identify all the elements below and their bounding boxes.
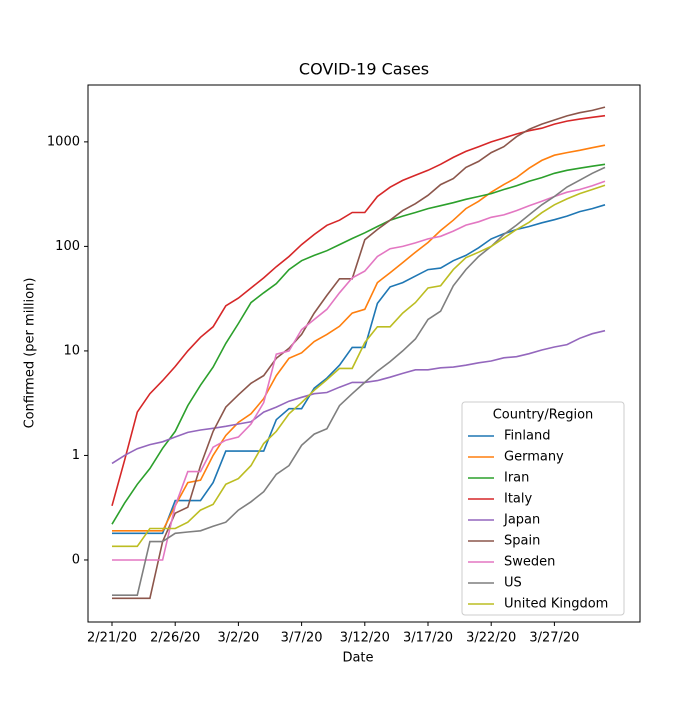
- x-tick-label: 3/22/20: [466, 631, 516, 646]
- legend-label: Finland: [504, 429, 550, 444]
- series-line: [112, 184, 606, 548]
- y-tick-label: 10: [63, 343, 80, 358]
- legend-label: Germany: [504, 450, 564, 465]
- series-line: [112, 180, 606, 561]
- x-tick-label: 3/2/20: [217, 631, 259, 646]
- series-line: [112, 106, 606, 600]
- x-tick-label: 3/27/20: [529, 631, 579, 646]
- axes-frame: [87, 84, 641, 623]
- y-tick-label: 100: [55, 239, 80, 254]
- x-tick-label: 3/12/20: [340, 631, 390, 646]
- legend-label: United Kingdom: [504, 597, 608, 612]
- legend-label: Iran: [504, 471, 529, 486]
- y-tick-label: 1000: [47, 134, 80, 149]
- y-tick-label: 1: [72, 448, 80, 463]
- x-tick-label: 2/21/20: [87, 631, 137, 646]
- legend-label: Japan: [503, 513, 540, 528]
- series-line: [112, 166, 606, 596]
- series-line: [112, 144, 606, 532]
- x-tick-label: 3/17/20: [403, 631, 453, 646]
- legend-box: [461, 401, 625, 616]
- x-axis-label: Date: [342, 651, 373, 666]
- legend-label: Italy: [504, 492, 533, 507]
- y-tick-label: 0: [72, 552, 80, 567]
- legend-label: Sweden: [504, 555, 555, 570]
- x-tick-label: 3/7/20: [281, 631, 323, 646]
- series-line: [111, 163, 606, 525]
- series-line: [112, 204, 606, 535]
- y-axis-label: Confirmed (per million): [23, 278, 38, 429]
- legend-label: Spain: [504, 534, 540, 549]
- x-tick-label: 2/26/20: [150, 631, 200, 646]
- legend-title: Country/Region: [493, 408, 594, 423]
- chart-title: COVID-19 Cases: [299, 60, 429, 79]
- legend-label: US: [504, 576, 522, 591]
- series-line: [111, 329, 606, 465]
